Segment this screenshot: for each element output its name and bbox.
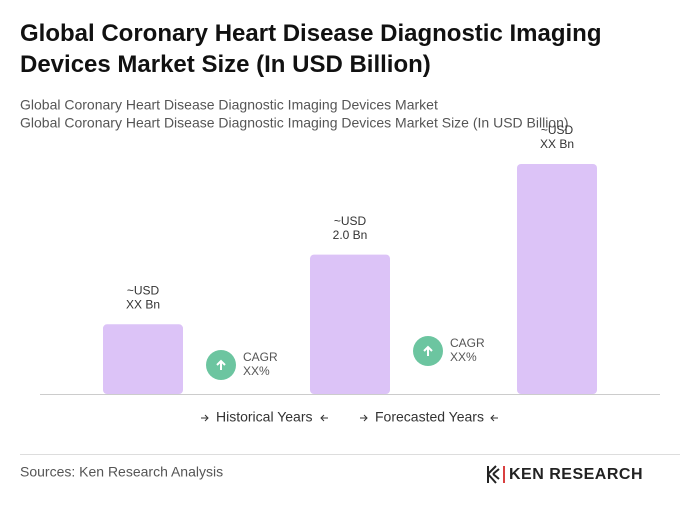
value-label: ~USD <box>127 283 160 297</box>
value-label: XX Bn <box>126 297 160 311</box>
cagr-arrow <box>216 359 226 370</box>
chart-title: Global Coronary Heart Disease Diagnostic… <box>20 20 601 78</box>
bar <box>103 324 183 394</box>
legend-label: Historical Years <box>216 409 313 425</box>
bar <box>517 164 597 394</box>
logo-mark <box>487 465 500 484</box>
cagr-label: XX% <box>450 350 477 364</box>
arrow <box>201 414 209 422</box>
cagr-label: CAGR <box>243 350 278 364</box>
legend: Historical Years Forecasted Years <box>201 409 498 425</box>
arrow <box>490 414 498 422</box>
value-label: XX Bn <box>540 137 574 151</box>
source: Sources: Ken Research Analysis <box>20 464 223 480</box>
bar <box>310 254 390 394</box>
legend-label: Forecasted Years <box>375 409 484 425</box>
subtitle: Global Coronary Heart Disease Diagnostic… <box>20 115 569 131</box>
arrow <box>320 414 328 422</box>
arrow <box>360 414 368 422</box>
subtitle: Global Coronary Heart Disease Diagnostic… <box>20 97 438 113</box>
cagr-arrow <box>423 345 433 356</box>
cagr-label: CAGR <box>450 336 485 350</box>
cagr-label: XX% <box>243 364 270 378</box>
value-label: 2.0 Bn <box>333 228 368 242</box>
value-label: ~USD <box>541 123 574 137</box>
value-label: ~USD <box>334 214 367 228</box>
logo: KEN RESEARCH <box>509 466 643 483</box>
